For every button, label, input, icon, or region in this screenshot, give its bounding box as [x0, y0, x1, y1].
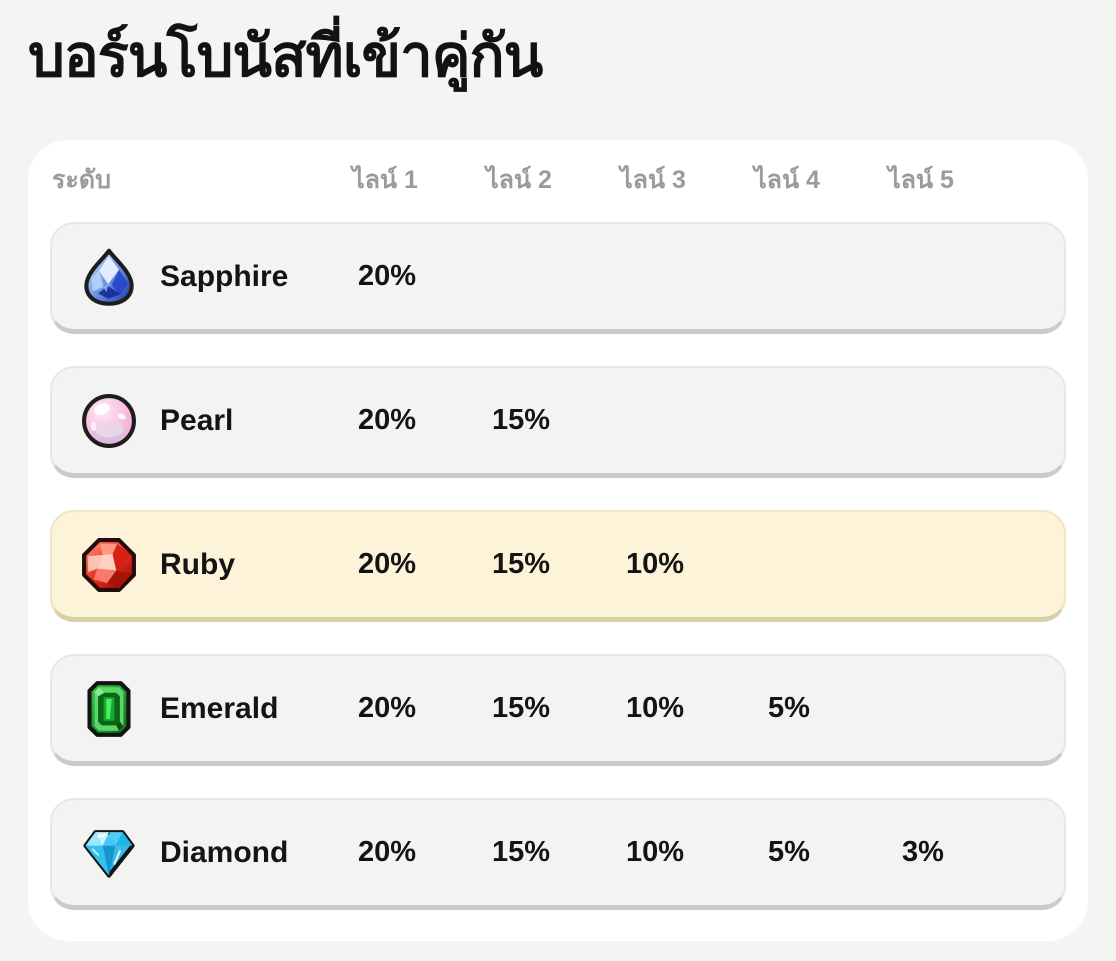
emerald-gem-icon [80, 680, 138, 738]
tier-row-diamond: Diamond 20% 15% 10% 5% 3% [50, 798, 1066, 910]
bonus-value-line-3: 10% [625, 692, 685, 724]
bonus-value-line-2: 15% [491, 404, 551, 436]
column-header-line-2: ไลน์ 2 [486, 166, 552, 194]
bonus-value-line-4: 5% [768, 692, 810, 724]
bonus-value-line-1: 20% [357, 692, 417, 724]
tier-name: Emerald [160, 691, 279, 725]
bonus-value-line-1: 20% [357, 548, 417, 580]
ruby-gem-icon [80, 536, 138, 594]
bonus-value-line-1: 20% [357, 260, 417, 292]
tier-row-emerald: Emerald 20% 15% 10% 5% [50, 654, 1066, 766]
sapphire-gem-icon [80, 248, 138, 306]
tier-name: Sapphire [160, 259, 289, 293]
bonus-value-line-2: 15% [491, 836, 551, 868]
page-title: บอร์นโบนัสที่เข้าคู่กัน [28, 24, 543, 89]
bonus-value-line-1: 20% [357, 836, 417, 868]
tier-name: Ruby [160, 547, 235, 581]
table-body: Sapphire 20% [50, 222, 1066, 910]
tier-name: Pearl [160, 403, 234, 437]
tier-row-ruby: Ruby 20% 15% 10% [50, 510, 1066, 622]
column-header-level: ระดับ [52, 166, 111, 194]
tier-row-sapphire: Sapphire 20% [50, 222, 1066, 334]
bonus-value-line-2: 15% [491, 692, 551, 724]
column-header-line-5: ไลน์ 5 [888, 166, 954, 194]
bonus-value-line-5: 3% [902, 836, 944, 868]
column-header-line-3: ไลน์ 3 [620, 166, 686, 194]
bonus-value-line-3: 10% [625, 836, 685, 868]
table-header: ระดับ ไลน์ 1 ไลน์ 2 ไลน์ 3 ไลน์ 4 ไลน์ 5 [50, 140, 1066, 220]
tier-name: Diamond [160, 835, 289, 869]
bonus-value-line-1: 20% [357, 404, 417, 436]
diamond-gem-icon [80, 824, 138, 882]
pearl-gem-icon [80, 392, 138, 450]
column-header-line-1: ไลน์ 1 [352, 166, 418, 194]
bonus-value-line-4: 5% [768, 836, 810, 868]
bonus-value-line-2: 15% [491, 548, 551, 580]
tier-row-pearl: Pearl 20% 15% [50, 366, 1066, 478]
bonus-table-card: ระดับ ไลน์ 1 ไลน์ 2 ไลน์ 3 ไลน์ 4 ไลน์ 5 [28, 140, 1088, 941]
column-header-line-4: ไลน์ 4 [754, 166, 820, 194]
bonus-value-line-3: 10% [625, 548, 685, 580]
